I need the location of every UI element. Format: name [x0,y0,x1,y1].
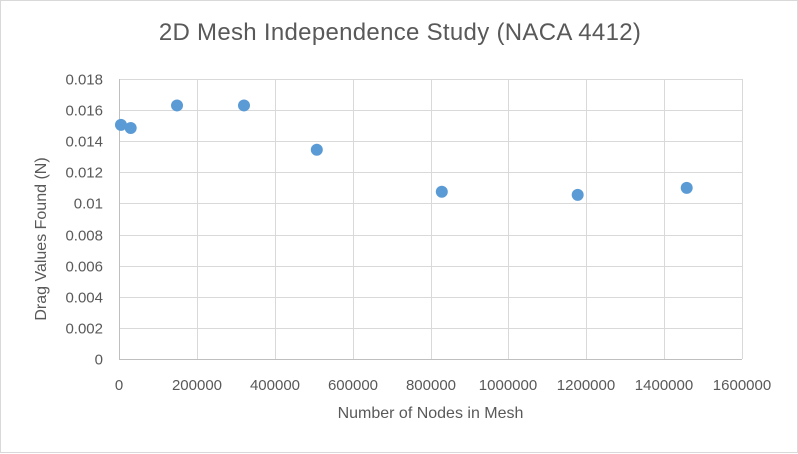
x-tick-label: 1400000 [635,377,693,394]
data-point-marker[interactable] [435,185,448,198]
data-point-marker[interactable] [571,188,584,201]
x-tick-label: 200000 [172,377,222,394]
data-series-markers [114,99,693,201]
chart-title: 2D Mesh Independence Study (NACA 4412) [158,19,642,46]
data-point-marker[interactable] [237,99,250,112]
data-point-marker[interactable] [171,99,184,112]
y-axis-title: Drag Values Found (N) [33,157,50,321]
y-axis-tick-labels: 0 0.002 0.004 0.006 0.008 0.01 0.012 0.014 0.016… [65,72,103,369]
y-tick-label: 0.004 [65,290,103,307]
y-tick-label: 0.016 [65,103,103,120]
y-tick-label: 0.008 [65,228,103,245]
x-tick-label: 600000 [328,377,378,394]
y-tick-label: 0.014 [65,134,103,151]
y-tick-label: 0.018 [65,72,103,89]
data-point-marker[interactable] [680,181,693,194]
y-tick-label: 0.01 [74,196,103,213]
y-tick-label: 0.006 [65,259,103,276]
y-tick-label: 0.012 [65,165,103,182]
x-axis-title: Number of Nodes in Mesh [337,405,524,422]
x-tick-label: 400000 [250,377,300,394]
x-tick-label: 800000 [406,377,456,394]
data-point-marker[interactable] [124,122,137,134]
gridlines [119,79,743,359]
axes [119,79,742,360]
x-axis-tick-labels: 0 200000 400000 600000 800000 1000000 1200000 1… [115,377,771,394]
data-point-marker[interactable] [114,118,127,131]
x-tick-label: 1600000 [713,377,771,394]
x-tick-label: 1000000 [479,377,537,394]
x-tick-label: 1200000 [557,377,615,394]
x-tick-label: 0 [115,377,123,394]
data-point-marker[interactable] [310,143,323,156]
y-tick-label: 0 [95,352,103,369]
y-tick-label: 0.002 [65,321,103,338]
